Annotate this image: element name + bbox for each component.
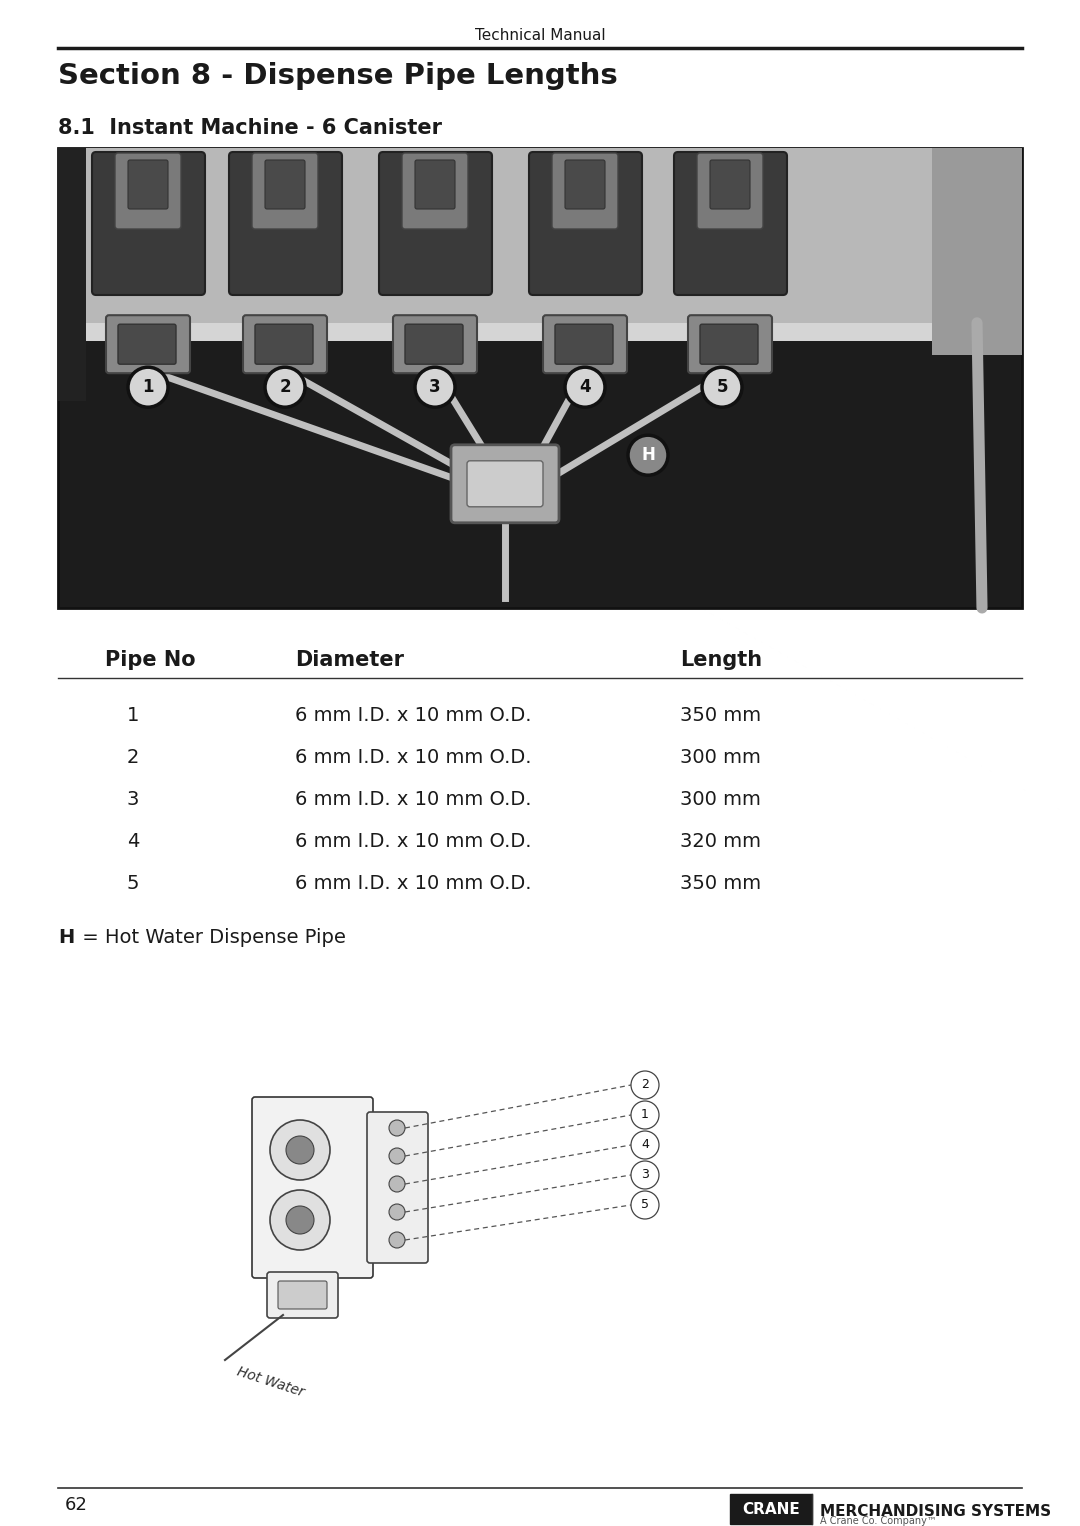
FancyBboxPatch shape [674,153,787,295]
Circle shape [565,368,605,407]
Text: Pipe No: Pipe No [105,650,195,670]
FancyBboxPatch shape [529,153,642,295]
Text: CRANE: CRANE [742,1502,800,1517]
FancyBboxPatch shape [367,1112,428,1264]
Text: 4: 4 [579,378,591,397]
Circle shape [270,1190,330,1250]
Circle shape [631,1161,659,1189]
Text: Technical Manual: Technical Manual [475,27,605,43]
Bar [932,148,1022,356]
Text: 1: 1 [143,378,153,397]
Bar [58,324,1022,342]
Circle shape [129,368,168,407]
Text: 4: 4 [642,1138,649,1152]
FancyBboxPatch shape [92,153,205,295]
Circle shape [702,368,742,407]
Text: 8.1  Instant Machine - 6 Canister: 8.1 Instant Machine - 6 Canister [58,118,442,137]
Circle shape [389,1120,405,1135]
FancyBboxPatch shape [255,324,313,365]
Bar [730,1494,812,1524]
FancyBboxPatch shape [278,1280,327,1309]
FancyBboxPatch shape [252,1097,373,1277]
FancyBboxPatch shape [467,461,543,507]
Text: 3: 3 [642,1169,649,1181]
FancyBboxPatch shape [697,153,762,229]
Text: 6 mm I.D. x 10 mm O.D.: 6 mm I.D. x 10 mm O.D. [295,748,531,768]
FancyBboxPatch shape [379,153,492,295]
Text: 5: 5 [716,378,728,397]
Circle shape [389,1148,405,1164]
Text: = Hot Water Dispense Pipe: = Hot Water Dispense Pipe [76,928,346,948]
Circle shape [631,1131,659,1160]
FancyBboxPatch shape [114,153,181,229]
Text: 350 mm: 350 mm [680,874,761,893]
Text: 2: 2 [642,1079,649,1091]
Text: 6 mm I.D. x 10 mm O.D.: 6 mm I.D. x 10 mm O.D. [295,707,531,725]
Circle shape [389,1204,405,1219]
Text: Hot Water: Hot Water [235,1364,306,1399]
Bar [58,148,1022,607]
Text: Section 8 - Dispense Pipe Lengths: Section 8 - Dispense Pipe Lengths [58,63,618,90]
Text: 5: 5 [126,874,139,893]
Text: Length: Length [680,650,762,670]
FancyBboxPatch shape [118,324,176,365]
FancyBboxPatch shape [243,316,327,374]
Bar [58,148,86,401]
Circle shape [389,1231,405,1248]
Bar [58,148,1022,333]
FancyBboxPatch shape [451,444,559,523]
Text: 6 mm I.D. x 10 mm O.D.: 6 mm I.D. x 10 mm O.D. [295,832,531,852]
Circle shape [631,1100,659,1129]
Text: 350 mm: 350 mm [680,707,761,725]
FancyBboxPatch shape [229,153,342,295]
Circle shape [415,368,455,407]
Text: 2: 2 [126,748,139,768]
FancyBboxPatch shape [405,324,463,365]
Text: 3: 3 [429,378,441,397]
Text: H: H [58,928,75,948]
FancyBboxPatch shape [543,316,627,374]
Text: Diameter: Diameter [295,650,404,670]
FancyBboxPatch shape [129,160,168,209]
FancyBboxPatch shape [552,153,618,229]
FancyBboxPatch shape [565,160,605,209]
FancyBboxPatch shape [393,316,477,374]
Circle shape [265,368,305,407]
Circle shape [627,435,669,475]
FancyBboxPatch shape [555,324,613,365]
FancyBboxPatch shape [710,160,750,209]
Text: A Crane Co. Company™: A Crane Co. Company™ [820,1515,936,1526]
Text: 300 mm: 300 mm [680,790,761,809]
FancyBboxPatch shape [252,153,318,229]
Circle shape [270,1120,330,1180]
Circle shape [286,1206,314,1235]
Text: 5: 5 [642,1198,649,1212]
FancyBboxPatch shape [688,316,772,374]
Text: 4: 4 [126,832,139,852]
Text: 62: 62 [65,1495,87,1514]
FancyBboxPatch shape [700,324,758,365]
Text: MERCHANDISING SYSTEMS: MERCHANDISING SYSTEMS [820,1505,1051,1518]
Text: 2: 2 [280,378,291,397]
Circle shape [286,1135,314,1164]
Text: H: H [642,446,654,464]
Text: 1: 1 [126,707,139,725]
FancyBboxPatch shape [415,160,455,209]
Text: 6 mm I.D. x 10 mm O.D.: 6 mm I.D. x 10 mm O.D. [295,874,531,893]
Text: 3: 3 [126,790,139,809]
Text: 6 mm I.D. x 10 mm O.D.: 6 mm I.D. x 10 mm O.D. [295,790,531,809]
Text: 300 mm: 300 mm [680,748,761,768]
FancyBboxPatch shape [267,1273,338,1318]
Text: 1: 1 [642,1108,649,1122]
Circle shape [631,1190,659,1219]
Circle shape [631,1071,659,1099]
FancyBboxPatch shape [106,316,190,374]
FancyBboxPatch shape [265,160,305,209]
FancyBboxPatch shape [402,153,468,229]
Text: 320 mm: 320 mm [680,832,761,852]
Circle shape [389,1177,405,1192]
